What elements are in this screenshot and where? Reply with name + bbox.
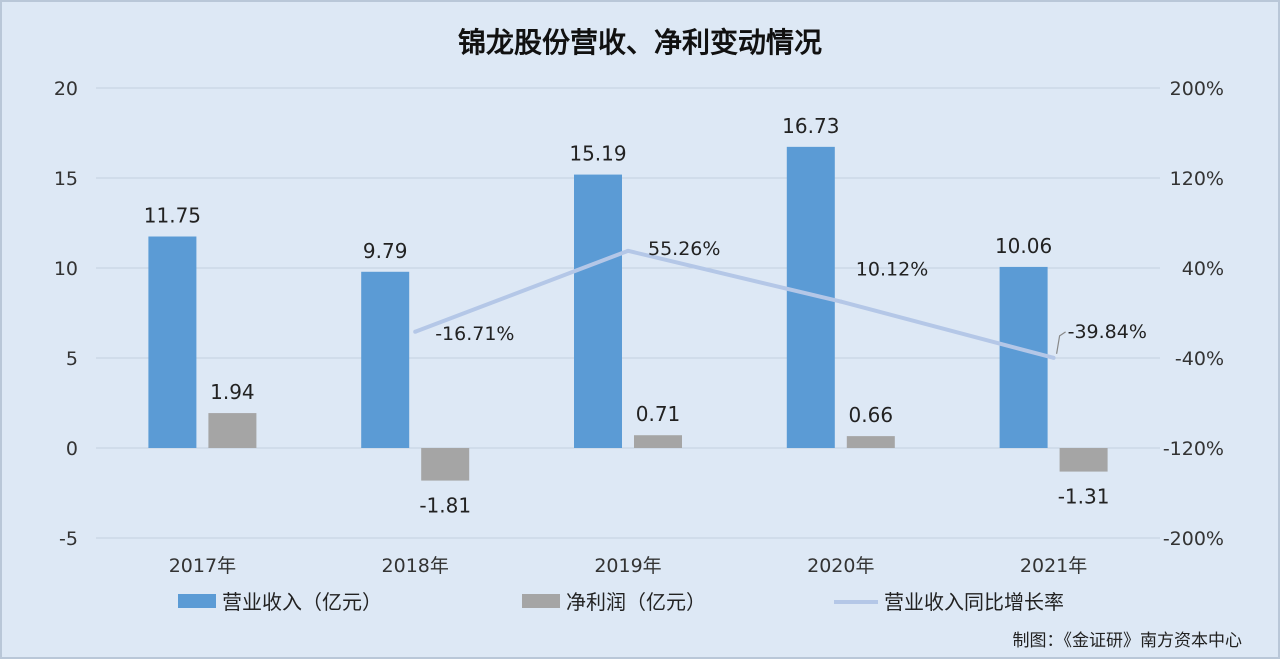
chart-title: 锦龙股份营收、净利变动情况 [458,26,822,59]
left-tick-label: 20 [54,78,78,100]
left-tick-label: 5 [66,348,78,370]
net-profit-data-label: -1.31 [1058,485,1110,509]
growth-line [413,248,1056,360]
left-tick-label: 10 [54,258,78,280]
left-tick-label: -5 [59,528,78,550]
growth-rate-point [626,248,630,253]
category-label: 2021年 [1020,555,1087,577]
legend-swatch [178,594,216,608]
revenue-bar [999,266,1048,448]
growth-rate-data-label: 10.12% [856,259,928,281]
right-axis: -200% -120% -40% 40% 120% 200% [1163,78,1224,550]
legend-label: 营业收入同比增长率 [884,590,1064,614]
revenue-bar [574,174,622,448]
left-tick-label: 0 [66,438,78,460]
revenue-bar [361,271,410,448]
growth-rate-point [838,299,843,304]
growth-rate-data-label: -16.71% [435,323,514,345]
right-tick-label: 120% [1170,168,1224,190]
net-profit-bar [634,435,682,448]
revenue-data-label: 11.75 [144,204,201,228]
legend-label: 净利润（亿元） [566,590,706,614]
legend-label: 营业收入（亿元） [222,590,382,614]
category-label: 2019年 [594,555,661,577]
right-tick-label: -120% [1163,438,1224,460]
net-profit-bar [208,413,257,448]
growth-rate-data-label: -39.84% [1068,321,1147,343]
net-profit-bar [846,436,895,448]
growth-rate-point [1051,355,1056,360]
revenue-data-label: 9.79 [363,239,408,263]
growth-rate-data-label: 55.26% [648,238,720,260]
net-profit-data-label: -1.81 [419,494,471,518]
leader-line [1056,331,1066,354]
legend: 营业收入（亿元） 净利润（亿元） 营业收入同比增长率 [178,590,1064,614]
left-tick-label: 15 [54,168,78,190]
revenue-data-label: 10.06 [995,234,1052,258]
revenue-data-label: 16.73 [782,114,839,138]
left-axis: -5 0 5 10 15 20 [54,78,78,550]
net-profit-data-label: 0.71 [636,402,681,426]
net-profit-data-label: 1.94 [210,380,255,404]
category-label: 2020年 [807,555,874,577]
right-tick-label: 40% [1182,258,1224,280]
category-label: 2017年 [169,555,236,577]
growth-rate-line [414,248,1055,360]
growth-rate-point [413,329,418,334]
category-axis: 2017年 2018年 2019年 2020年 2021年 [169,555,1088,577]
net-profit-data-label: 0.66 [849,403,894,427]
data-labels: 11.75 9.79 15.19 16.73 10.06 1.94 -1.81 0.71 0.6… [144,114,1147,518]
legend-swatch [522,594,560,608]
category-label: 2018年 [382,555,449,577]
bars [148,146,1108,481]
net-profit-bar [421,448,470,481]
chart-credit: 制图：《金证研》南方资本中心 [1013,631,1243,651]
gridlines [96,87,1160,539]
revenue-data-label: 15.19 [569,142,626,166]
revenue-bar [148,236,197,448]
right-tick-label: 200% [1170,78,1224,100]
right-tick-label: -40% [1175,348,1224,370]
right-tick-label: -200% [1163,528,1224,550]
net-profit-bar [1059,448,1108,472]
